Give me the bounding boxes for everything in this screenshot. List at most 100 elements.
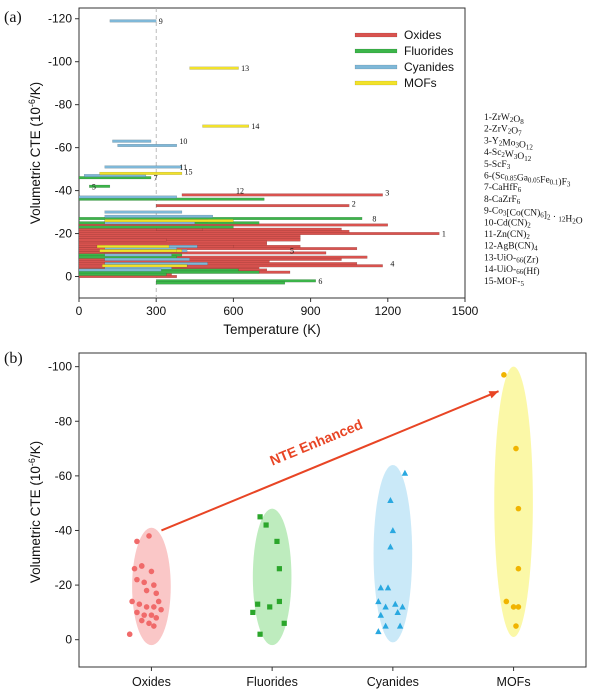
- point-mofs-3: [515, 565, 522, 572]
- x-tick-label: 900: [301, 304, 321, 318]
- panel-b-points: [126, 372, 522, 638]
- point-cyanides-2: [389, 527, 397, 534]
- panel-a-ticks: 0 300 600 900 1200 1500 0 -20 -40 -60 -80 -100 -120: [48, 12, 479, 318]
- point-cyanides-0: [401, 469, 409, 476]
- range-bar-fluorides-3: [89, 184, 111, 188]
- range-bar-cyanides-4: [117, 144, 177, 147]
- bar-number-label: 13: [241, 64, 249, 73]
- y-tick-label: -60: [55, 141, 73, 155]
- panel-a-bars: [78, 19, 440, 285]
- point-mofs-5: [510, 604, 517, 610]
- point-cyanides-13: [396, 622, 404, 629]
- point-oxides-0: [134, 538, 140, 545]
- point-fluorides-7: [250, 609, 256, 615]
- range-bar-oxides-29: [181, 193, 383, 197]
- y-tick-label: 0: [65, 270, 72, 284]
- point-cyanides-3: [387, 543, 394, 550]
- point-fluorides-3: [276, 566, 282, 572]
- panel-a-x-axis-label: Temperature (K): [223, 322, 321, 337]
- range-bar-fluorides-5: [78, 225, 234, 229]
- compound-list-item: 8-CaZrF6: [484, 195, 521, 206]
- compound-list-item: 5-ScF3: [484, 160, 511, 171]
- x-tick-label: 1500: [452, 304, 479, 318]
- range-bar-cyanides-7: [104, 214, 213, 218]
- nte-arrow: NTE Enhanced: [161, 390, 499, 532]
- point-oxides-2: [131, 565, 138, 572]
- point-oxides-7: [151, 582, 157, 588]
- range-bar-cyanides-1: [104, 165, 183, 169]
- point-cyanides-14: [375, 628, 382, 635]
- point-oxides-14: [158, 606, 164, 613]
- range-bar-cyanides-3: [112, 139, 152, 143]
- bar-number-label: 5: [290, 247, 294, 256]
- bar-number-label: 11: [179, 163, 187, 172]
- panel-b-ellipses: [132, 366, 533, 646]
- compound-list-item: 1-ZrW2O8: [484, 113, 524, 126]
- x-tick-label: 600: [223, 304, 243, 318]
- panel-a-legend: Oxides Fluorides Cyanides MOFs: [354, 28, 454, 90]
- range-bar-oxides-28: [156, 204, 350, 208]
- y-tick-label: -120: [48, 12, 72, 26]
- point-fluorides-9: [257, 631, 263, 637]
- y-tick-label: 0: [65, 633, 72, 647]
- legend-swatch-oxides: [354, 32, 398, 38]
- bar-number-label: 8: [372, 215, 376, 224]
- range-bar-fluorides-10: [78, 272, 167, 276]
- range-bar-mofs-0: [189, 66, 239, 70]
- compound-list-item: 15-MOF-5: [484, 277, 524, 288]
- range-bar-cyanides-6: [104, 210, 183, 214]
- point-oxides-19: [138, 617, 145, 624]
- range-bar-mofs-1: [202, 124, 249, 128]
- bar-number-label: 5: [92, 182, 96, 191]
- point-oxides-9: [153, 590, 160, 597]
- point-mofs-7: [513, 623, 519, 629]
- panel-b-plot-frame: [78, 352, 587, 668]
- bar-number-label: 15: [185, 167, 193, 176]
- compound-list-item: 2-ZrV2O7: [484, 125, 522, 138]
- ellipse-mofs: [494, 366, 533, 637]
- y-tick-label: -20: [55, 578, 73, 592]
- y-tick-label: -100: [48, 360, 72, 374]
- point-fluorides-6: [276, 598, 282, 605]
- panel-a-label: (a): [4, 9, 22, 26]
- ellipse-fluorides: [252, 508, 292, 646]
- range-bar-oxides-14: [78, 251, 327, 255]
- nte-arrow-head: [488, 391, 499, 399]
- compound-list-item: 7-CaHfF6: [484, 182, 522, 194]
- point-oxides-15: [134, 609, 140, 616]
- point-oxides-13: [151, 604, 157, 610]
- compound-list-item: 14-UiO-66(Hf): [484, 265, 540, 277]
- point-fluorides-8: [281, 620, 287, 626]
- compound-list-item: 3-Y2Mo3O12: [484, 136, 533, 151]
- legend-label-cyanides: Cyanides: [404, 60, 454, 74]
- point-cyanides-4: [377, 584, 384, 591]
- legend-label-mofs: MOFs: [404, 76, 437, 90]
- panel-a-y-axis-label: Volumetric CTE (10-6/K): [27, 82, 43, 224]
- point-oxides-4: [148, 568, 155, 575]
- y-tick-label: -60: [55, 469, 73, 483]
- point-oxides-12: [143, 604, 150, 610]
- point-cyanides-1: [387, 497, 394, 504]
- point-oxides-10: [129, 598, 135, 605]
- bar-number-label: 9: [159, 17, 163, 26]
- range-bar-cyanides-13: [104, 253, 172, 257]
- range-bar-oxides-20: [78, 262, 358, 266]
- point-oxides-20: [146, 620, 152, 627]
- y-tick-label: -40: [55, 184, 73, 198]
- compound-list-item: 11-Zn(CN)2: [484, 229, 530, 241]
- point-oxides-18: [153, 615, 160, 621]
- point-oxides-11: [136, 601, 143, 607]
- category-label-oxides: Oxides: [132, 675, 171, 689]
- x-tick-label: 1200: [374, 304, 401, 318]
- y-tick-label: -80: [55, 414, 73, 428]
- nte-enhanced-label: NTE Enhanced: [267, 416, 364, 469]
- point-cyanides-7: [392, 600, 399, 607]
- compound-list-item: 10-Cd(CN)2: [484, 217, 531, 229]
- panel-b: (b) 0 -20 -40 -60 -80 -100 Oxides Fluorides Cyan…: [4, 350, 587, 689]
- point-mofs-0: [501, 372, 507, 378]
- range-bar-fluorides-9: [78, 270, 260, 274]
- range-bar-mofs-5: [99, 249, 177, 253]
- bar-number-label: 14: [251, 122, 259, 131]
- category-label-fluorides: Fluorides: [246, 675, 297, 689]
